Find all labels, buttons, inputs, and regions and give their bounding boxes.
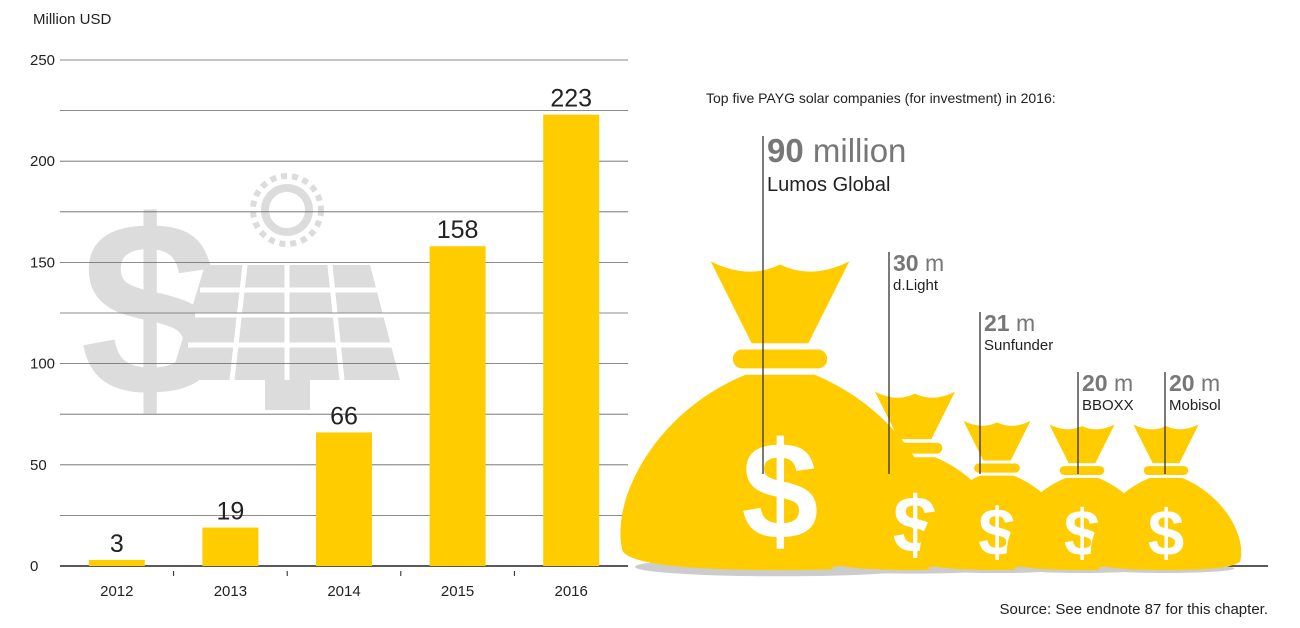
- value-label: 158: [437, 216, 479, 244]
- y-tick-label: 100: [30, 356, 55, 373]
- x-tick-label: 2013: [214, 583, 247, 600]
- bag-band: [974, 463, 1020, 473]
- company-name: Mobisol: [1169, 397, 1221, 414]
- y-axis-label: Million USD: [33, 11, 112, 28]
- value-label: 20 m: [1169, 370, 1220, 396]
- y-tick-label: 0: [30, 558, 38, 575]
- y-tick-label: 200: [30, 153, 55, 170]
- x-tick-label: 2014: [327, 583, 360, 600]
- bag-top: [710, 261, 850, 344]
- company-name: d.Light: [893, 277, 939, 294]
- sun-icon: [250, 173, 324, 247]
- value: 20: [1082, 370, 1108, 396]
- value: 90: [767, 132, 804, 169]
- bag-top: [874, 391, 956, 440]
- x-tick-label: 2012: [100, 583, 133, 600]
- bags-title: Top five PAYG solar companies (for inves…: [706, 90, 1056, 106]
- value-label: 66: [330, 402, 358, 430]
- unit: m: [925, 250, 944, 276]
- value-label: 30 m: [893, 250, 944, 276]
- bag-body: [1090, 477, 1242, 570]
- value: 30: [893, 250, 919, 276]
- background-icon: $: [80, 169, 400, 448]
- x-tick-label: 2015: [441, 583, 474, 600]
- panel-stand: [265, 380, 310, 410]
- value-label: 20 m: [1082, 370, 1133, 396]
- panel-grid: [188, 264, 392, 381]
- y-tick-label: 50: [30, 457, 47, 474]
- bag-top: [963, 420, 1031, 461]
- bar: [429, 246, 486, 566]
- company-name: Lumos Global: [767, 174, 890, 196]
- x-tick-label: 2016: [555, 583, 588, 600]
- unit: m: [1114, 370, 1133, 396]
- value-label: 21 m: [984, 310, 1035, 336]
- bar: [316, 432, 372, 566]
- unit: m: [1016, 310, 1035, 336]
- y-tick-label: 150: [30, 254, 55, 271]
- value-label: 3: [110, 530, 124, 558]
- y-tick-label: 250: [30, 52, 55, 69]
- bag-top: [1049, 424, 1115, 464]
- bag-band: [887, 442, 943, 454]
- unit: m: [1201, 370, 1220, 396]
- company-name: Sunfunder: [984, 337, 1053, 354]
- bag-band: [1059, 466, 1105, 475]
- source: Source: See endnote 87 for this chapter.: [999, 601, 1268, 618]
- value-label: 19: [216, 498, 244, 526]
- value-label: 90 million: [767, 132, 906, 169]
- company-name: BBOXX: [1082, 397, 1134, 414]
- money-bag: $: [1090, 424, 1242, 573]
- bar: [202, 527, 259, 566]
- bar: [88, 559, 145, 566]
- value-label: 223: [550, 85, 592, 113]
- bar: [543, 114, 600, 566]
- value: 20: [1169, 370, 1195, 396]
- bag-top: [1133, 424, 1199, 464]
- dollar-sign: $: [741, 415, 818, 569]
- bag-band: [1143, 466, 1189, 475]
- unit: million: [813, 132, 907, 169]
- value: 21: [984, 310, 1010, 336]
- dollar-sign: $: [1148, 496, 1184, 569]
- bag-band: [732, 349, 828, 369]
